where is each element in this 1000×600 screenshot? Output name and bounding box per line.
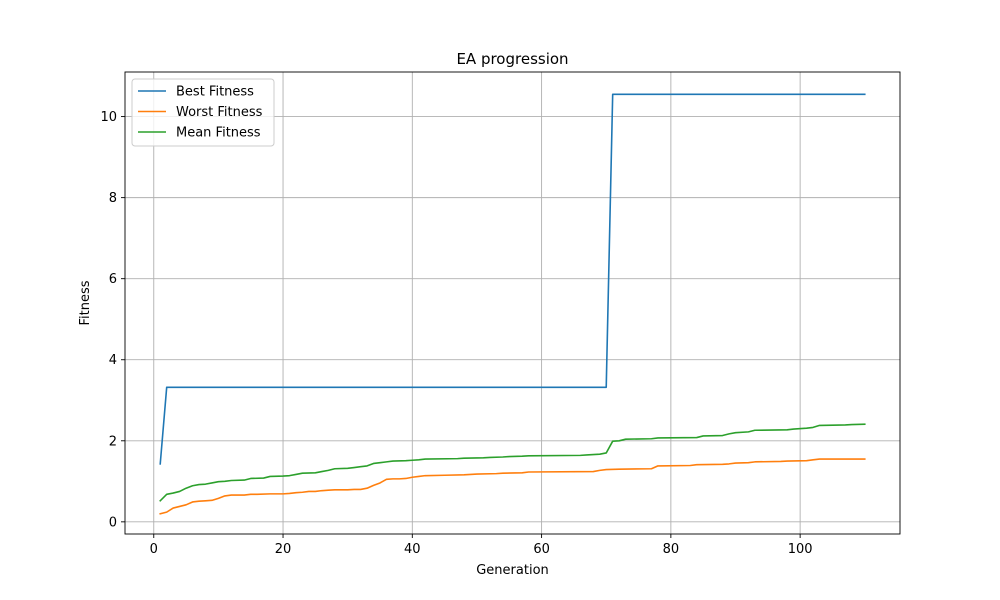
series-line-worst-fitness: [159, 458, 866, 515]
legend-label-worst-fitness: Worst Fitness: [176, 105, 263, 120]
y-tick-label: 10: [100, 110, 117, 125]
x-tick-label: 60: [533, 542, 550, 557]
series-lines: [159, 93, 866, 515]
y-tick-label: 6: [109, 272, 117, 287]
series-line-mean-fitness: [159, 423, 866, 502]
chart-title: EA progression: [456, 50, 568, 68]
legend-box: [131, 78, 275, 147]
y-axis-label: Fitness: [78, 280, 93, 325]
y-tick-label: 0: [109, 515, 117, 530]
x-tick-label: 100: [788, 542, 813, 557]
y-tick-label: 2: [109, 434, 117, 449]
plot-frame: [124, 71, 901, 535]
legend-label-best-fitness: Best Fitness: [176, 85, 254, 100]
x-tick-label: 80: [663, 542, 680, 557]
y-tick-label: 8: [109, 191, 117, 206]
y-tick-label: 4: [109, 353, 117, 368]
x-axis: 0 20 40 60 80 100: [150, 534, 813, 557]
x-tick-label: 0: [150, 542, 158, 557]
x-tick-label: 40: [404, 542, 421, 557]
legend-label-mean-fitness: Mean Fitness: [176, 126, 261, 141]
legend: Best Fitness Worst Fitness Mean Fitness: [131, 78, 275, 147]
y-axis: 0 2 4 6 8 10: [100, 110, 125, 530]
series-line-best-fitness: [159, 93, 866, 465]
x-tick-label: 20: [275, 542, 292, 557]
x-axis-label: Generation: [476, 563, 549, 578]
